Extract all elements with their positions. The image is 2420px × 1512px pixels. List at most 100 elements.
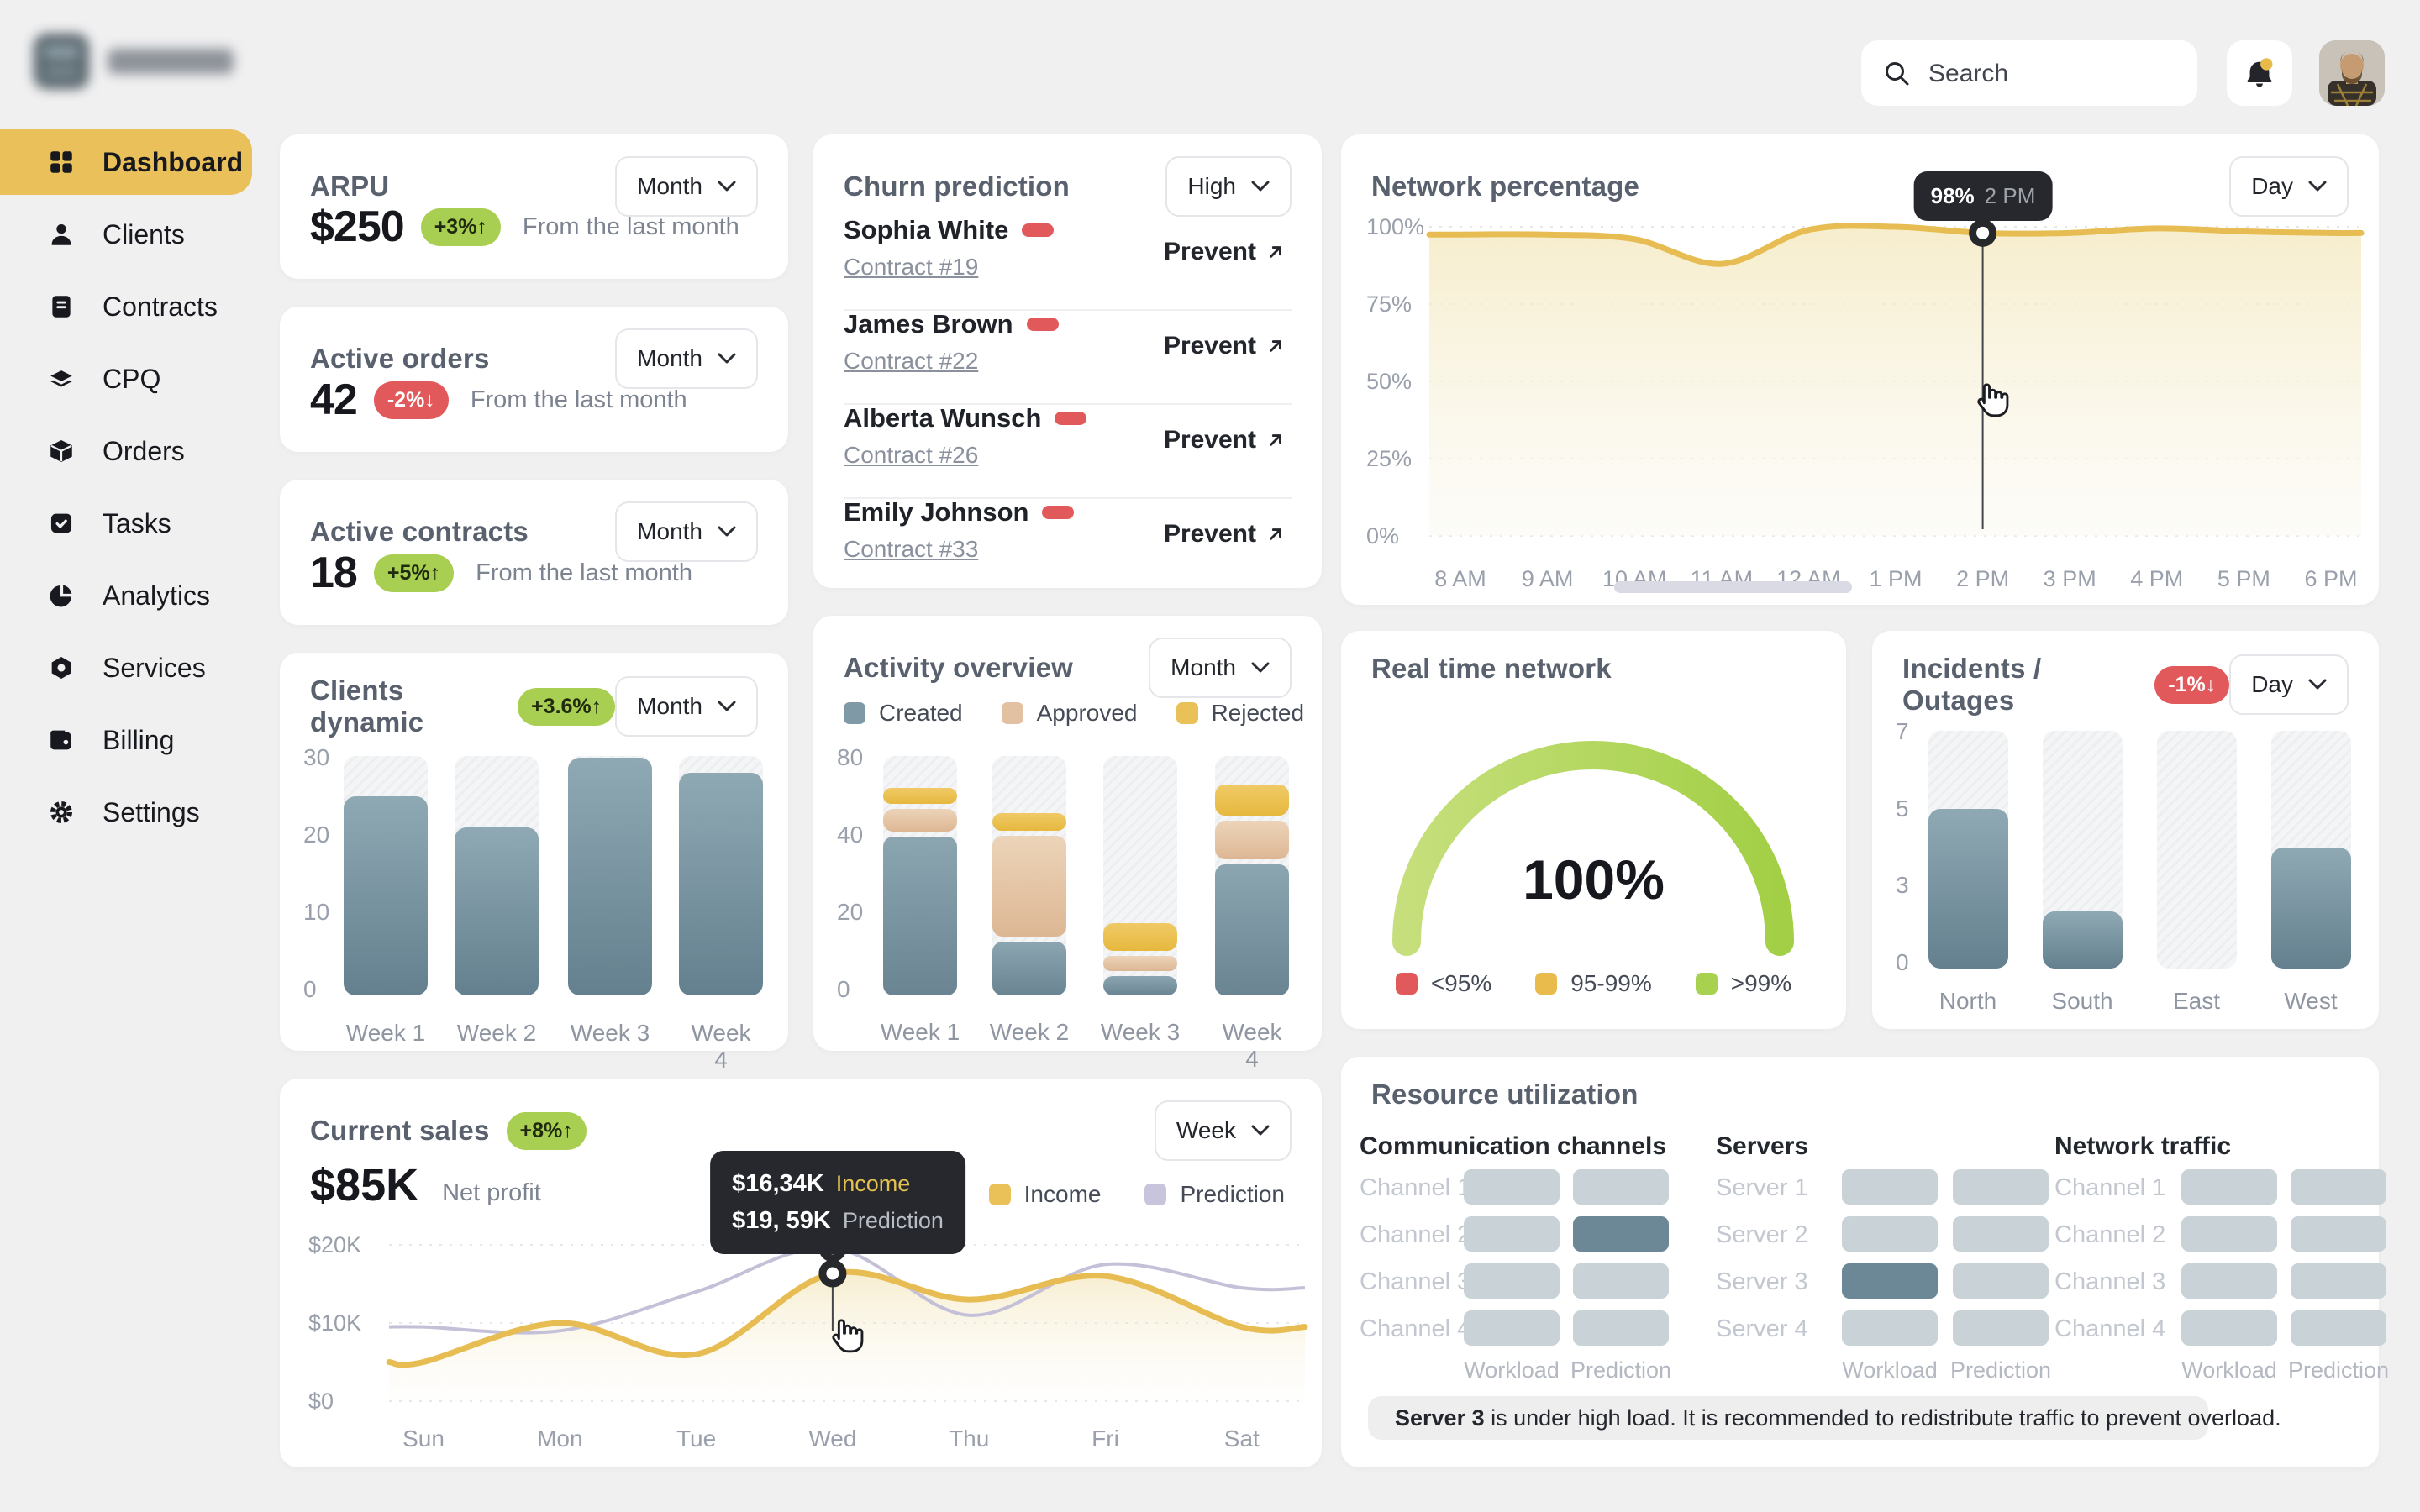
sidebar-item-settings[interactable]: Settings [0,776,277,848]
svg-text:Sat: Sat [1224,1425,1260,1452]
svg-text:3 PM: 3 PM [2044,566,2096,591]
y-axis-label: 0 [837,976,850,1002]
churn-risk-icon [1042,506,1075,519]
sales-period-dropdown[interactable]: Week [1154,1100,1292,1161]
bar [2270,847,2351,969]
arpu-period-dropdown[interactable]: Month [615,156,758,217]
svg-text:Thu: Thu [949,1425,989,1452]
activity-overview-card: Activity overview Month Created Approved R… [813,616,1322,1072]
sidebar-item-label: Dashboard [103,146,244,177]
contract-link[interactable]: Contract #22 [844,348,979,374]
incidents-outages-card: Incidents / Outages -1%↓ Day 7 5 3 0 North So… [1872,631,2379,1029]
x-axis-label: Week 3 [570,1020,650,1046]
x-axis-label: Week 2 [989,1019,1070,1045]
sidebar-item-dashboard[interactable]: Dashboard [0,129,252,195]
activity-period-dropdown[interactable]: Month [1149,638,1292,698]
card-title: Activity overview [844,652,1074,683]
sidebar-item-clients[interactable]: Clients [0,198,277,270]
sidebar-item-services[interactable]: Services [0,632,277,704]
arrow-up-right-icon [1270,246,1281,258]
contract-link[interactable]: Contract #33 [844,536,979,562]
contract-link[interactable]: Contract #19 [844,254,979,280]
svg-text:75%: 75% [1366,291,1412,317]
notifications-button[interactable] [2227,40,2292,106]
current-sales-card: Current sales +8%↑ Week $85K Net profit … [280,1079,1322,1467]
stacked-bar-segment [1215,864,1289,995]
user-avatar[interactable] [2319,40,2385,106]
column-label: Prediction [1570,1357,1672,1383]
resource-row-label: Channel 2 [2054,1221,2166,1248]
stacked-bar-segment [883,837,957,995]
search-input[interactable] [1927,40,2182,108]
prediction-cell [2291,1310,2386,1346]
chevron-down-icon [718,353,736,364]
contracts-trend-badge: +5%↑ [373,554,455,592]
churn-risk-icon [1055,412,1087,425]
contracts-value: 18 [310,549,358,597]
legend-swatch-icon [1176,702,1198,724]
resource-row-label: Server 4 [1716,1315,1808,1342]
clients-period-dropdown[interactable]: Month [615,676,758,737]
contracts-note: From the last month [476,559,692,586]
column-label: Workload [1842,1357,1938,1383]
sidebar-item-billing[interactable]: Billing [0,704,277,776]
client-name: Sophia White [844,215,1009,244]
chevron-down-icon [718,526,736,537]
gauge-legend: <95% 95-99% >99% [1341,970,1846,997]
contracts-period-dropdown[interactable]: Month [615,501,758,562]
workload-cell [1464,1263,1560,1299]
y-axis-label: 20 [837,899,864,925]
orders-period-dropdown[interactable]: Month [615,328,758,389]
card-title: Active orders [310,343,490,374]
y-axis-label: 40 [837,822,864,848]
sidebar-item-label: Analytics [103,580,211,611]
sidebar-item-contracts[interactable]: Contracts [0,270,277,343]
stacked-bar-segment [1215,820,1289,859]
sidebar-item-tasks[interactable]: Tasks [0,487,277,559]
sidebar-item-label: Services [103,652,206,683]
stacked-bar-segment [1103,955,1177,971]
churn-filter-dropdown[interactable]: High [1165,156,1292,217]
svg-text:25%: 25% [1366,446,1412,471]
contract-link[interactable]: Contract #26 [844,442,979,468]
sidebar-item-label: Billing [103,724,175,755]
prevent-button[interactable]: Prevent [1159,237,1292,267]
y-axis-label: 0 [303,976,317,1002]
prevent-button[interactable]: Prevent [1159,331,1292,361]
chevron-down-icon [2308,679,2327,690]
column-label: Prediction [2287,1357,2390,1383]
gauge-value: 100% [1523,848,1665,911]
prediction-cell [1953,1310,2049,1346]
network-period-dropdown[interactable]: Day [2229,156,2349,217]
churn-row: James Brown Contract #22 Prevent [844,309,1292,405]
orders-trend-badge: -2%↓ [373,381,449,419]
logo-icon [34,34,89,89]
sidebar-item-orders[interactable]: Orders [0,415,277,487]
legend-swatch-icon [1001,702,1023,724]
chevron-down-icon [1251,181,1270,192]
legend-label: Approved [1036,700,1138,726]
orders-icon [47,437,76,465]
arrow-up-right-icon [1270,528,1281,540]
card-title: Incidents / Outages [1902,653,2042,716]
bar [455,827,539,995]
sidebar-item-cpq[interactable]: CPQ [0,343,277,415]
network-chart-scrollbar[interactable] [1614,581,1852,593]
bar [2042,911,2123,969]
prediction-cell [1573,1263,1669,1299]
svg-text:5 PM: 5 PM [2217,566,2270,591]
sidebar-item-label: CPQ [103,363,161,394]
svg-text:Tue: Tue [676,1425,716,1452]
prevent-button[interactable]: Prevent [1159,519,1292,549]
svg-text:1 PM: 1 PM [1869,566,1922,591]
prevent-button[interactable]: Prevent [1159,425,1292,455]
resource-utilization-card: Resource utilization Communication chann… [1341,1057,2389,1467]
column-label: Workload [2181,1357,2277,1383]
x-axis-label: Week 1 [345,1020,426,1046]
incidents-period-dropdown[interactable]: Day [2229,654,2349,715]
resource-row-label: Channel 3 [2054,1268,2166,1295]
card-title: Current sales [310,1115,490,1146]
sidebar-item-analytics[interactable]: Analytics [0,559,277,632]
workload-cell [2181,1169,2277,1205]
contracts-icon [47,292,76,321]
